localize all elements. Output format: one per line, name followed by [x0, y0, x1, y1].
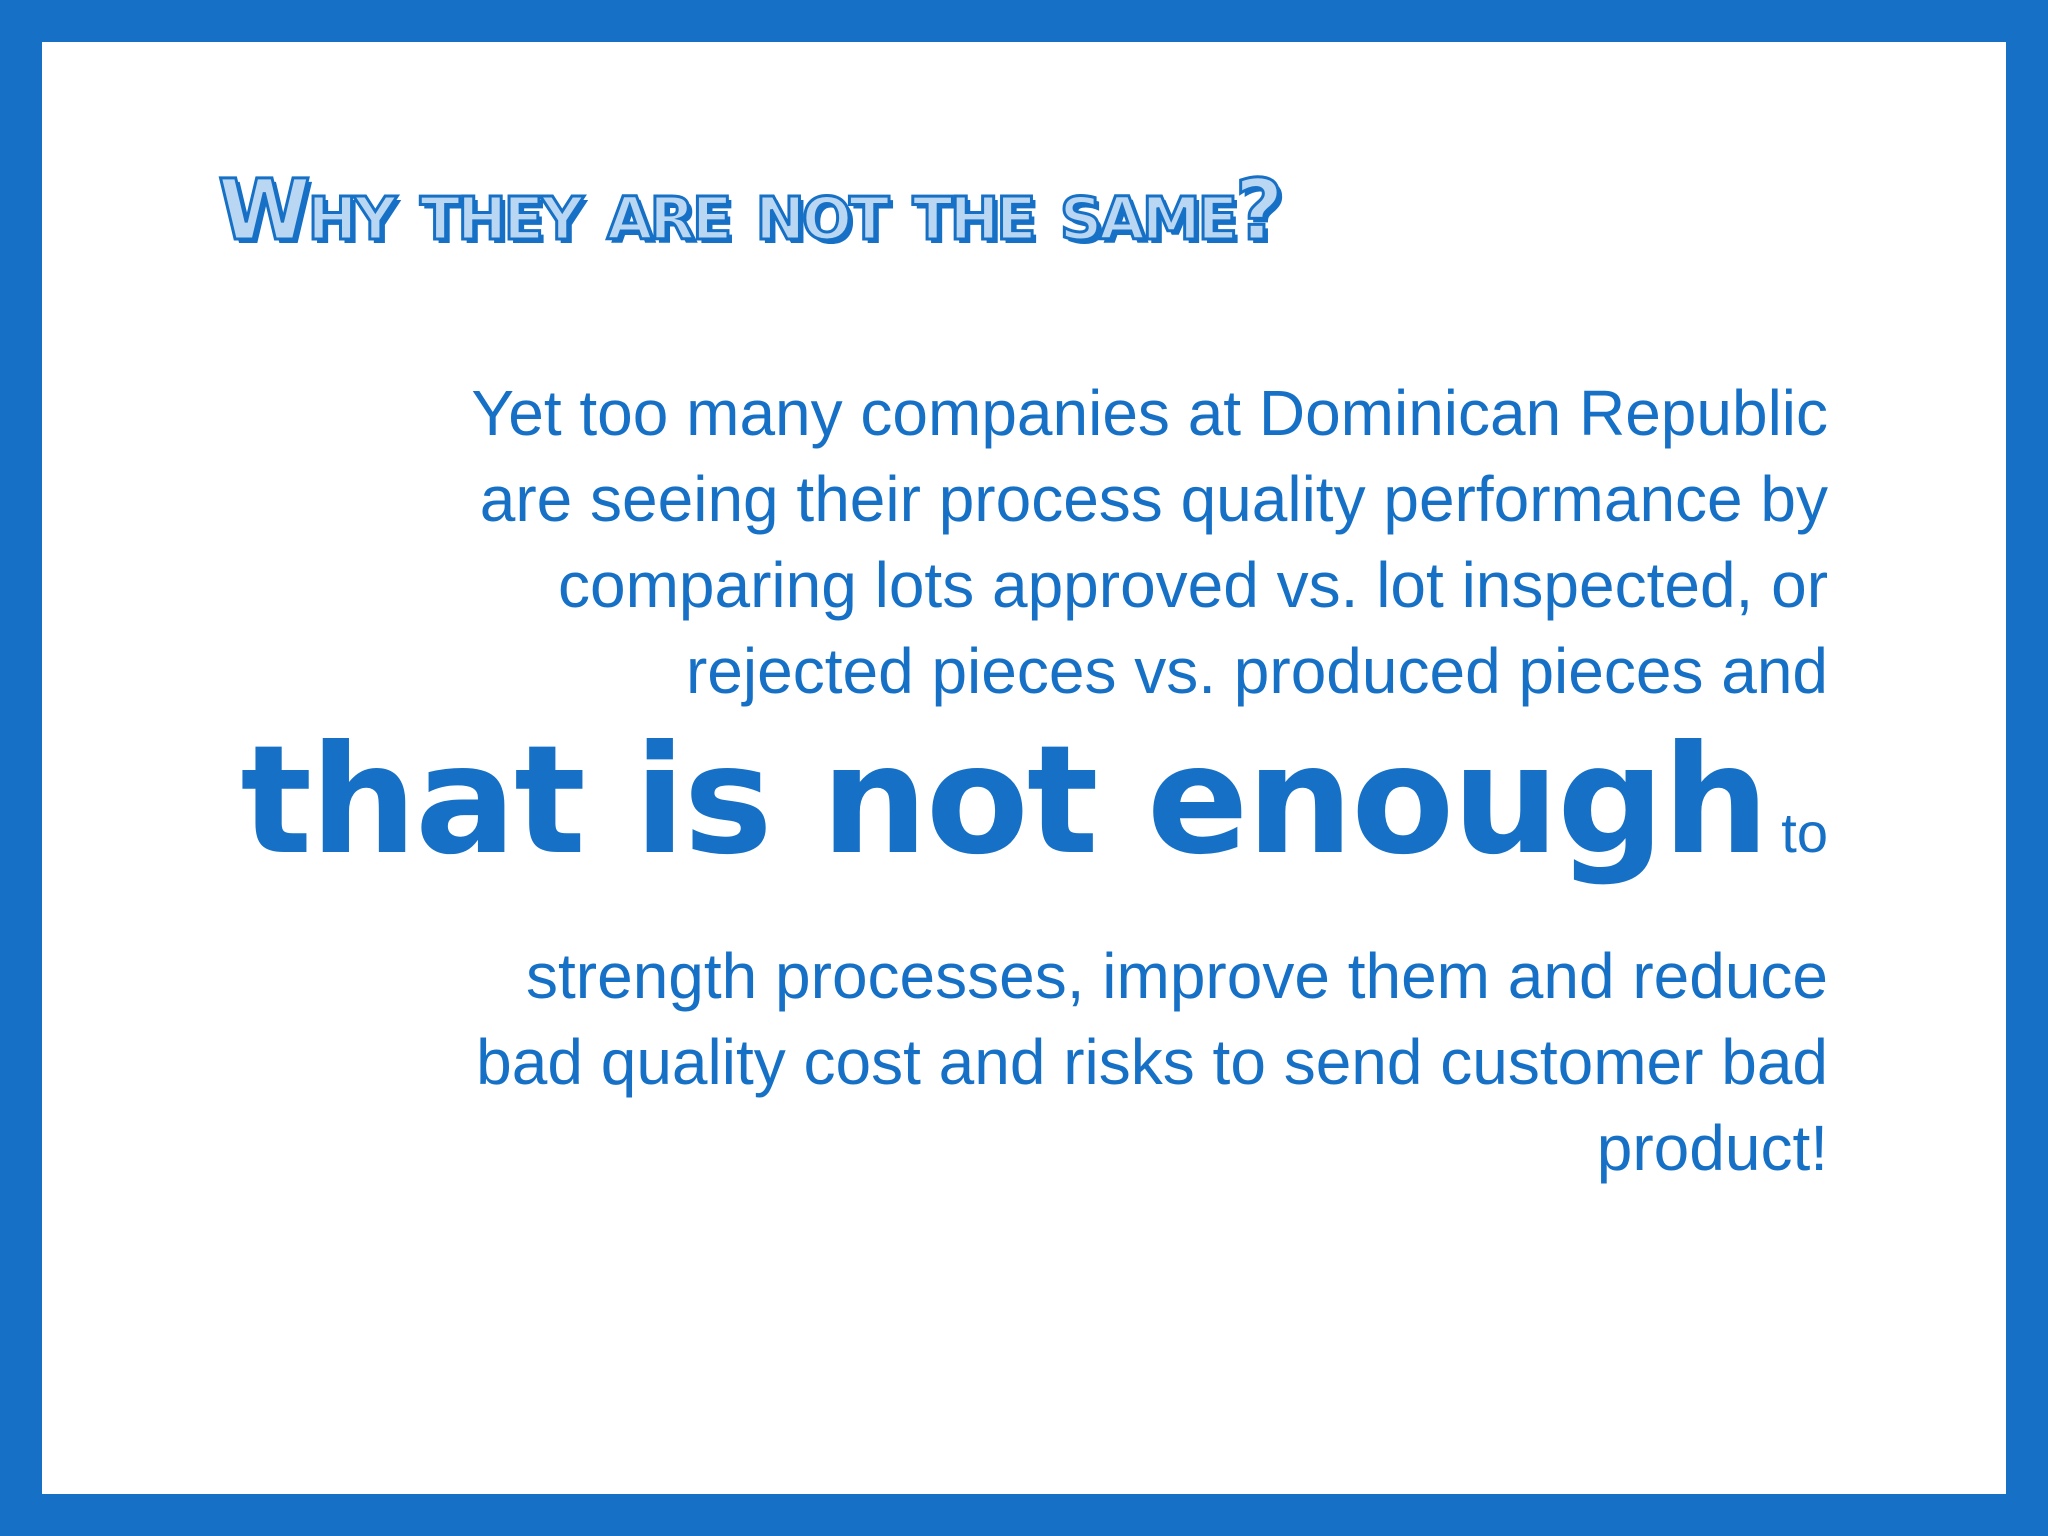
- body-line-6: bad quality cost and risks to send custo…: [476, 1026, 1828, 1098]
- emphasis-text: that is not enough: [240, 714, 1769, 888]
- emphasis-line: that is not enough to: [240, 716, 1828, 933]
- slide-title: Why they are not the same?: [217, 161, 1286, 259]
- body-line-4: rejected pieces vs. produced pieces and: [685, 635, 1828, 707]
- slide-body-text: Yet too many companies at Dominican Repu…: [240, 370, 1828, 1191]
- emphasis-tail-text: to: [1781, 801, 1828, 864]
- body-line-2: are seeing their process quality perform…: [479, 463, 1828, 535]
- body-line-3: comparing lots approved vs. lot inspecte…: [558, 549, 1828, 621]
- body-line-5: strength processes, improve them and red…: [526, 940, 1828, 1012]
- body-line-1: Yet too many companies at Dominican Repu…: [471, 377, 1828, 449]
- slide-content-area: [42, 42, 2006, 1494]
- body-line-7: product!: [1596, 1112, 1828, 1184]
